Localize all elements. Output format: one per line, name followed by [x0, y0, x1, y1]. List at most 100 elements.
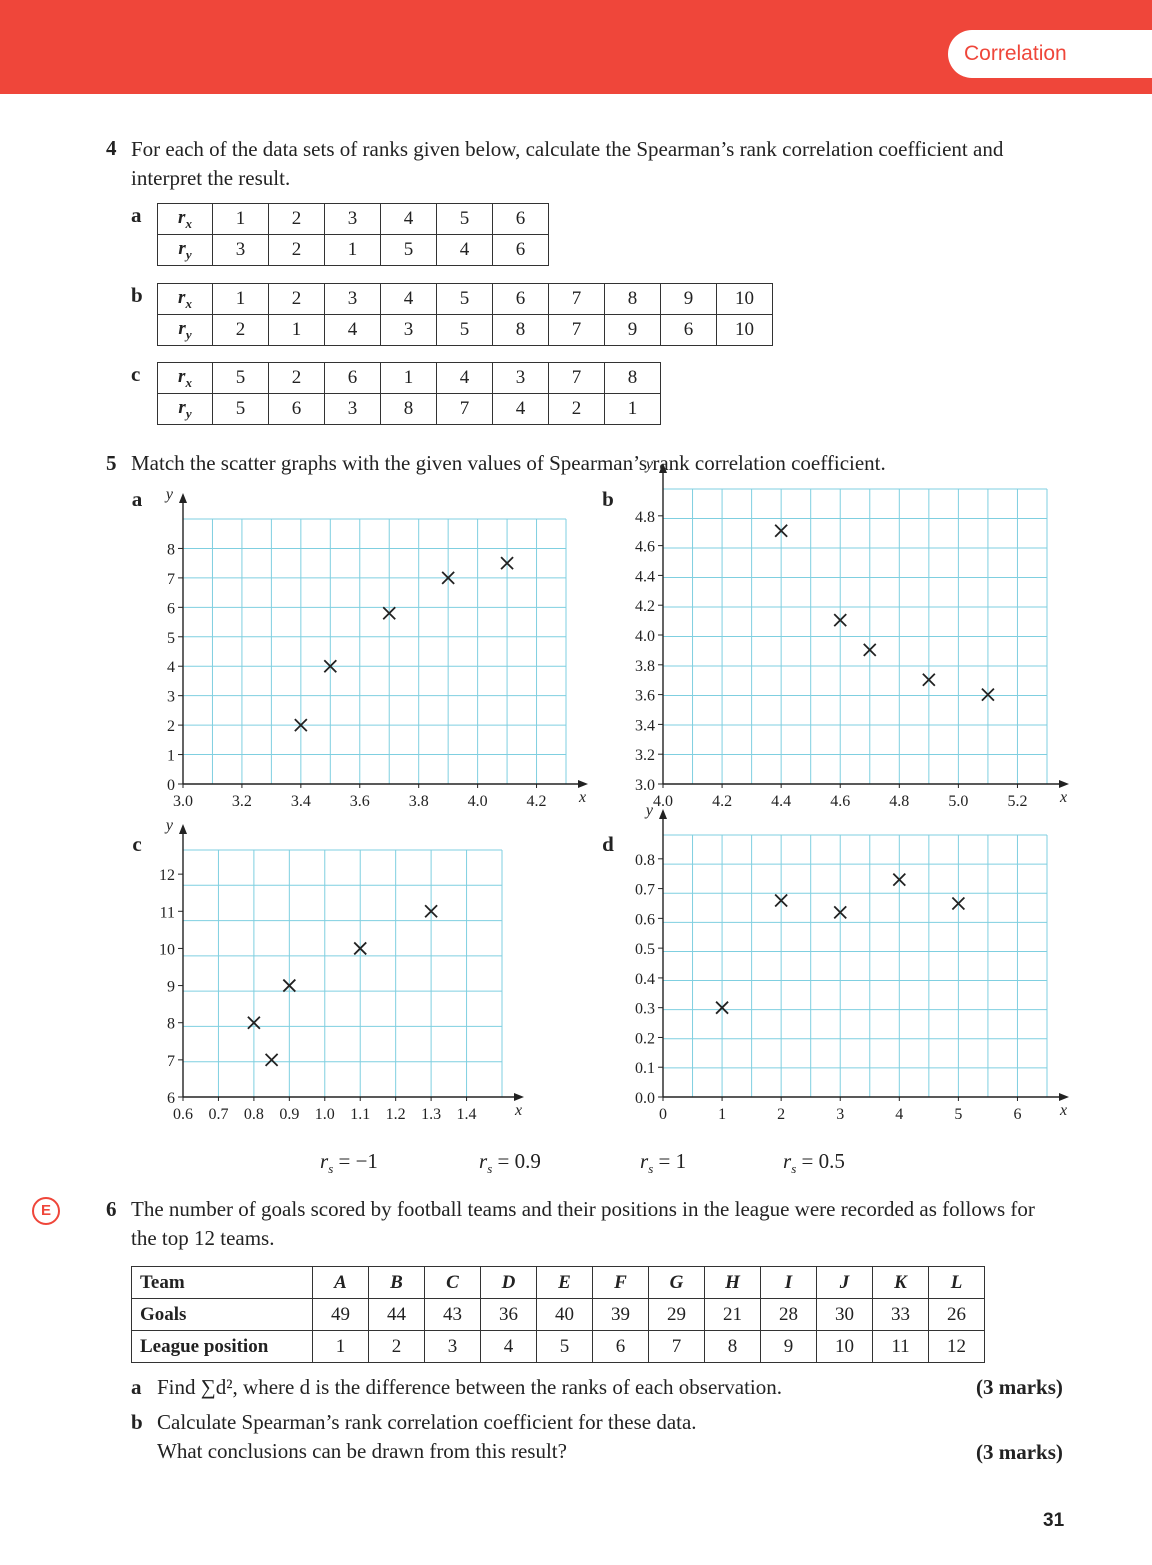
- table-cell: 2: [268, 283, 325, 315]
- section-tab[interactable]: Correlation: [948, 30, 1152, 78]
- table-cell: 7: [436, 393, 493, 425]
- table-cell: 3: [492, 362, 549, 394]
- x-tick-label: 3.6: [350, 793, 370, 810]
- x-tick-label: 1.2: [386, 1106, 406, 1123]
- x-axis-label: x: [1059, 789, 1067, 806]
- question-6-text: The number of goals scored by football t…: [131, 1197, 1035, 1250]
- table-cell: 2: [368, 1330, 425, 1363]
- data-point: [264, 1053, 279, 1067]
- column-header: I: [760, 1266, 817, 1299]
- table-cell: 8: [704, 1330, 761, 1363]
- y-axis-label: y: [164, 486, 174, 503]
- table-cell: 5: [436, 283, 493, 315]
- table-cell: 12: [928, 1330, 985, 1363]
- y-tick-label: 4.0: [635, 628, 655, 645]
- table-cell: 8: [492, 314, 549, 346]
- y-tick-label: 1: [167, 748, 175, 765]
- table-cell: 11: [872, 1330, 929, 1363]
- column-header: C: [424, 1266, 481, 1299]
- x-axis-arrow: [1059, 1093, 1069, 1101]
- table-cell: 28: [760, 1298, 817, 1331]
- question-5-text: Match the scatter graphs with the given …: [131, 451, 886, 475]
- column-header: J: [816, 1266, 873, 1299]
- y-axis-arrow: [659, 463, 667, 473]
- table-cell: 5: [380, 234, 437, 266]
- y-axis-label: y: [164, 817, 174, 834]
- q6-part-b-line1: Calculate Spearman’s rank correlation co…: [157, 1410, 697, 1434]
- q6-part-b-line2: What conclusions can be drawn from this …: [157, 1439, 567, 1463]
- table-cell: 3: [424, 1330, 481, 1363]
- column-header: L: [928, 1266, 985, 1299]
- y-tick-label: 3.0: [635, 777, 655, 794]
- table-cell: 7: [648, 1330, 705, 1363]
- y-tick-label: 7: [167, 571, 175, 588]
- y-tick-label: 8: [167, 1016, 175, 1033]
- table-cell: 26: [928, 1298, 985, 1331]
- table-cell: 4: [380, 203, 437, 235]
- column-header: G: [648, 1266, 705, 1299]
- column-header: E: [536, 1266, 593, 1299]
- rank-table-b: rx 1 2 3 4 5 6 7 8 9 10 ry 2 1 4 3 5 8 7 9 6 10: [157, 283, 773, 346]
- column-header: D: [480, 1266, 537, 1299]
- data-point: [353, 941, 367, 956]
- table-row: Team A B C D E F G H I J K L: [131, 1266, 985, 1299]
- column-header: B: [368, 1266, 425, 1299]
- x-tick-label: 1.4: [457, 1106, 477, 1123]
- y-tick-label: 6: [167, 600, 175, 617]
- table-cell: 4: [436, 362, 493, 394]
- table-cell: 3: [324, 393, 381, 425]
- y-tick-label: 0.6: [635, 911, 655, 928]
- table-cell: 36: [480, 1298, 537, 1331]
- row-header: ry: [157, 234, 213, 266]
- rs-value: rs = 0.5: [783, 1149, 845, 1177]
- y-tick-label: 9: [167, 979, 175, 996]
- table-cell: 33: [872, 1298, 929, 1331]
- data-point: [833, 905, 847, 920]
- y-tick-label: 0.5: [635, 941, 655, 958]
- data-point: [892, 873, 906, 887]
- chart-label-d: d: [602, 832, 614, 856]
- y-tick-label: 6: [167, 1090, 175, 1107]
- x-axis-arrow: [1059, 780, 1069, 788]
- table-cell: 21: [704, 1298, 761, 1331]
- x-tick-label: 0.7: [208, 1106, 228, 1123]
- table-cell: 6: [268, 393, 325, 425]
- x-axis-arrow: [514, 1093, 524, 1101]
- table-cell: 8: [604, 362, 661, 394]
- x-tick-label: 3.4: [291, 793, 311, 810]
- table-cell: 4: [436, 234, 493, 266]
- x-tick-label: 1.1: [350, 1106, 370, 1123]
- data-point: [833, 613, 847, 627]
- table-cell: 1: [268, 314, 325, 346]
- y-tick-label: 0.3: [635, 1001, 655, 1018]
- column-header: A: [312, 1266, 369, 1299]
- x-tick-label: 4.2: [527, 793, 547, 810]
- y-tick-label: 3.8: [635, 658, 655, 675]
- table-cell: 4: [480, 1330, 537, 1363]
- y-tick-label: 2: [167, 718, 175, 735]
- question-6-number: 6: [106, 1197, 117, 1221]
- table-cell: 3: [212, 234, 269, 266]
- data-point: [424, 904, 438, 918]
- column-header: H: [704, 1266, 761, 1299]
- y-tick-label: 11: [160, 904, 175, 921]
- y-tick-label: 10: [159, 941, 175, 958]
- x-tick-label: 4.4: [771, 793, 791, 810]
- column-header: K: [872, 1266, 929, 1299]
- x-tick-label: 0.8: [244, 1106, 264, 1123]
- y-axis-label: y: [644, 802, 654, 819]
- y-tick-label: 4.8: [635, 509, 655, 526]
- table-cell: 6: [660, 314, 717, 346]
- table-cell: 10: [716, 314, 773, 346]
- chart-label-b: b: [602, 487, 614, 511]
- chart-label-a: a: [132, 487, 143, 511]
- table-cell: 6: [492, 203, 549, 235]
- table-cell: 39: [592, 1298, 649, 1331]
- q4-part-label-b: b: [131, 283, 143, 307]
- header-banner: Correlation: [0, 0, 1152, 94]
- data-point: [715, 1001, 729, 1015]
- x-tick-label: 4.6: [830, 793, 850, 810]
- x-tick-label: 3.2: [232, 793, 252, 810]
- x-tick-label: 3: [836, 1106, 844, 1123]
- y-tick-label: 0.2: [635, 1030, 655, 1047]
